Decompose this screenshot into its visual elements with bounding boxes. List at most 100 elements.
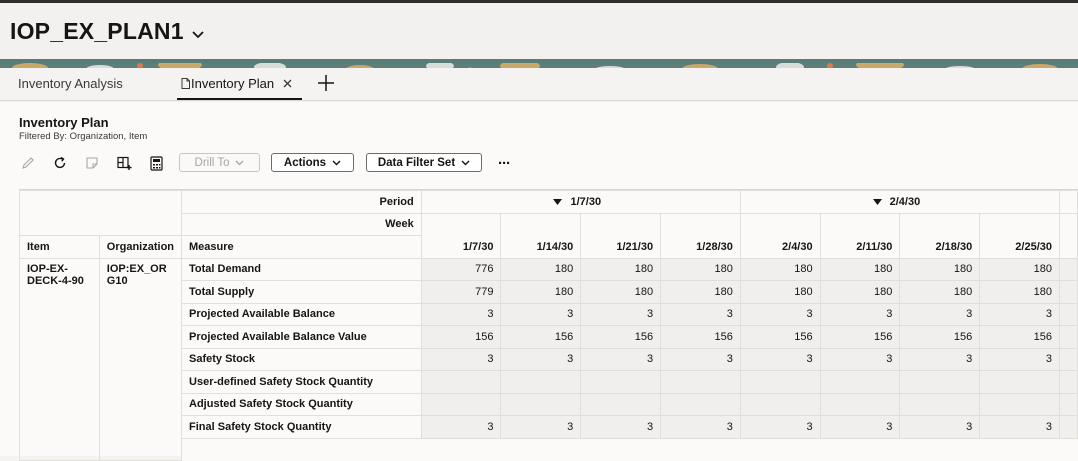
decorative-banner: [0, 59, 1078, 68]
value-cell[interactable]: 180: [500, 257, 582, 281]
value-cell[interactable]: 3: [660, 302, 741, 326]
caret-down-icon[interactable]: [872, 198, 882, 205]
value-cell[interactable]: 180: [660, 257, 741, 281]
value-cell[interactable]: [819, 370, 901, 394]
value-cell[interactable]: [660, 370, 741, 394]
value-cell[interactable]: 156: [420, 325, 502, 349]
value-cell[interactable]: 3: [660, 347, 741, 371]
value-cell[interactable]: [899, 370, 981, 394]
value-cell[interactable]: 3: [819, 415, 901, 439]
corner-cell: [18, 190, 183, 236]
period-value: 2/4/30: [889, 195, 921, 208]
value-cell[interactable]: 180: [899, 280, 981, 304]
value-cell[interactable]: 3: [979, 347, 1060, 371]
close-icon[interactable]: [283, 79, 292, 88]
drill-to-label: Drill To: [194, 156, 230, 169]
value-cell[interactable]: 3: [500, 347, 582, 371]
actions-button[interactable]: Actions: [271, 153, 354, 172]
value-cell[interactable]: 156: [979, 325, 1060, 349]
note-icon[interactable]: [81, 152, 103, 174]
value-cell[interactable]: 180: [819, 257, 901, 281]
document-icon: [181, 78, 190, 89]
value-cell[interactable]: 180: [739, 280, 821, 304]
value-cell[interactable]: 180: [500, 280, 582, 304]
data-filter-set-button[interactable]: Data Filter Set: [366, 153, 482, 172]
value-cell[interactable]: 3: [739, 347, 821, 371]
value-cell[interactable]: [420, 370, 502, 394]
value-cell[interactable]: 3: [580, 302, 662, 326]
tab-inventory-analysis[interactable]: Inventory Analysis: [18, 76, 123, 91]
period-header[interactable]: 1/7/30: [420, 190, 741, 214]
tab-inventory-plan[interactable]: Inventory Plan: [181, 76, 292, 91]
value-cell[interactable]: [420, 392, 502, 416]
drill-to-button[interactable]: Drill To: [179, 153, 260, 172]
value-cell[interactable]: 3: [819, 347, 901, 371]
value-cell[interactable]: 3: [739, 415, 821, 439]
calculator-icon[interactable]: [145, 152, 167, 174]
value-cell[interactable]: 156: [899, 325, 981, 349]
overflow-cell: [1058, 212, 1078, 259]
value-cell[interactable]: 3: [580, 415, 662, 439]
value-cell[interactable]: 3: [420, 415, 502, 439]
value-cell[interactable]: 180: [979, 280, 1060, 304]
value-cell[interactable]: 3: [979, 302, 1060, 326]
plan-selector[interactable]: IOP_EX_PLAN1: [10, 18, 204, 45]
value-cell[interactable]: [660, 392, 741, 416]
value-cell[interactable]: 156: [580, 325, 662, 349]
value-cell[interactable]: 779: [420, 280, 502, 304]
value-cell[interactable]: 3: [739, 302, 821, 326]
value-cell[interactable]: 3: [580, 347, 662, 371]
value-cell[interactable]: 180: [660, 280, 741, 304]
value-cell[interactable]: 3: [660, 415, 741, 439]
filter-summary: Filtered By: Organization, Item: [19, 131, 148, 142]
table-row: [20, 438, 1078, 461]
value-cell[interactable]: 180: [899, 257, 981, 281]
measure-cell: Projected Available Balance Value: [181, 325, 422, 349]
value-cell[interactable]: 3: [500, 302, 582, 326]
value-cell[interactable]: 3: [979, 415, 1060, 439]
more-options-icon[interactable]: ···: [498, 154, 511, 172]
value-cell[interactable]: 180: [979, 257, 1060, 281]
value-cell[interactable]: 156: [739, 325, 821, 349]
value-cell[interactable]: [979, 392, 1060, 416]
value-cell[interactable]: 156: [819, 325, 901, 349]
pencil-icon[interactable]: [17, 152, 39, 174]
app-header: IOP_EX_PLAN1: [0, 3, 1078, 59]
value-cell[interactable]: [899, 392, 981, 416]
value-cell[interactable]: [819, 392, 901, 416]
empty-cell: [1059, 438, 1078, 461]
value-cell[interactable]: 3: [819, 302, 901, 326]
value-cell[interactable]: 3: [899, 302, 981, 326]
value-cell[interactable]: 3: [899, 347, 981, 371]
main-content: Inventory Plan Filtered By: Organization…: [0, 102, 1078, 461]
caret-down-icon[interactable]: [553, 198, 563, 205]
value-cell[interactable]: [500, 392, 582, 416]
value-cell[interactable]: 3: [420, 347, 502, 371]
value-cell[interactable]: [979, 370, 1060, 394]
value-cell[interactable]: 180: [819, 280, 901, 304]
value-cell[interactable]: 776: [420, 257, 502, 281]
value-cell[interactable]: 180: [580, 280, 662, 304]
layout-icon[interactable]: [114, 152, 136, 174]
overflow-cell: [1058, 415, 1078, 439]
value-cell[interactable]: [739, 392, 821, 416]
plus-icon[interactable]: [317, 74, 335, 95]
value-cell[interactable]: 180: [580, 257, 662, 281]
value-cell[interactable]: 3: [420, 302, 502, 326]
data-grid: Period 1/7/30 2/4/30 Week 1/7/3: [18, 189, 1078, 461]
empty-cell: [899, 438, 980, 461]
value-cell[interactable]: [739, 370, 821, 394]
value-cell[interactable]: 180: [739, 257, 821, 281]
value-cell[interactable]: [580, 392, 662, 416]
table-row: Projected Available Balance Value 156 156 1…: [20, 325, 1078, 349]
period-header[interactable]: 2/4/30: [739, 190, 1060, 214]
value-cell[interactable]: [500, 370, 582, 394]
value-cell[interactable]: 3: [500, 415, 582, 439]
value-cell[interactable]: 3: [899, 415, 981, 439]
refresh-icon[interactable]: [49, 152, 71, 174]
value-cell[interactable]: 156: [660, 325, 741, 349]
value-cell[interactable]: 156: [500, 325, 582, 349]
data-filter-set-label: Data Filter Set: [377, 156, 456, 169]
value-cell[interactable]: [580, 370, 662, 394]
empty-cell: [660, 438, 741, 461]
